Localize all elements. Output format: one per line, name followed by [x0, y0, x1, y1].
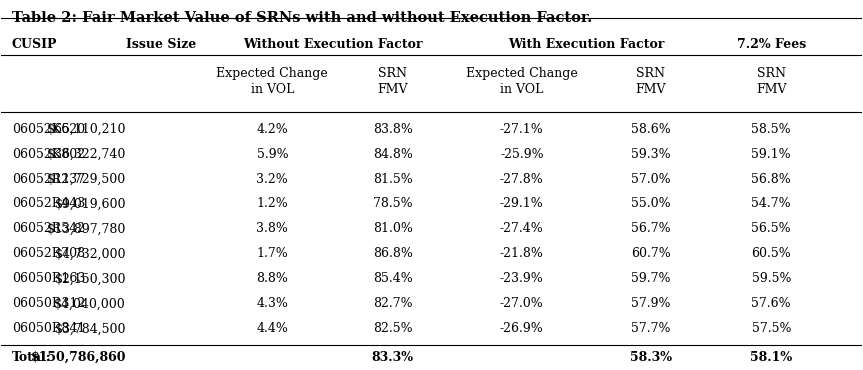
Text: 06052K802: 06052K802 — [12, 148, 85, 161]
Text: 06050R841: 06050R841 — [12, 322, 85, 335]
Text: 84.8%: 84.8% — [373, 148, 413, 161]
Text: 06052R443: 06052R443 — [12, 198, 85, 211]
Text: 54.7%: 54.7% — [752, 198, 791, 211]
Text: -23.9%: -23.9% — [500, 272, 544, 285]
Text: 59.3%: 59.3% — [631, 148, 671, 161]
Text: 58.3%: 58.3% — [630, 351, 672, 364]
Text: 58.1%: 58.1% — [750, 351, 792, 364]
Text: Total:: Total: — [12, 351, 51, 364]
Text: -29.1%: -29.1% — [500, 198, 544, 211]
Text: 3.2%: 3.2% — [256, 172, 288, 185]
Text: 06052R542: 06052R542 — [12, 222, 85, 235]
Text: SRN
FMV: SRN FMV — [636, 67, 666, 97]
Text: Expected Change
in VOL: Expected Change in VOL — [217, 67, 328, 97]
Text: $2,150,300: $2,150,300 — [54, 272, 126, 285]
Text: 83.8%: 83.8% — [373, 122, 413, 135]
Text: 1.7%: 1.7% — [256, 248, 288, 260]
Text: -26.9%: -26.9% — [500, 322, 544, 335]
Text: 59.5%: 59.5% — [752, 272, 791, 285]
Text: 57.6%: 57.6% — [752, 297, 791, 310]
Text: 4.2%: 4.2% — [256, 122, 288, 135]
Text: 4.4%: 4.4% — [256, 322, 288, 335]
Text: $4,732,000: $4,732,000 — [54, 248, 126, 260]
Text: 59.1%: 59.1% — [752, 148, 791, 161]
Text: 55.0%: 55.0% — [631, 198, 671, 211]
Text: 58.6%: 58.6% — [631, 122, 671, 135]
Text: $11,729,500: $11,729,500 — [47, 172, 126, 185]
Text: 56.8%: 56.8% — [752, 172, 791, 185]
Text: 06052K620: 06052K620 — [12, 122, 85, 135]
Text: $13,897,780: $13,897,780 — [47, 222, 126, 235]
Text: Table 2: Fair Market Value of SRNs with and without Execution Factor.: Table 2: Fair Market Value of SRNs with … — [12, 11, 592, 24]
Text: 57.0%: 57.0% — [631, 172, 671, 185]
Text: 8.8%: 8.8% — [256, 272, 288, 285]
Text: 57.7%: 57.7% — [631, 322, 671, 335]
Text: 3.8%: 3.8% — [256, 222, 288, 235]
Text: -27.4%: -27.4% — [500, 222, 544, 235]
Text: 06052R237: 06052R237 — [12, 172, 85, 185]
Text: With Execution Factor: With Execution Factor — [508, 38, 665, 51]
Text: Expected Change
in VOL: Expected Change in VOL — [466, 67, 577, 97]
Text: 86.8%: 86.8% — [373, 248, 413, 260]
Text: 57.5%: 57.5% — [752, 322, 791, 335]
Text: 82.5%: 82.5% — [373, 322, 413, 335]
Text: 4.3%: 4.3% — [256, 297, 288, 310]
Text: 81.0%: 81.0% — [373, 222, 413, 235]
Text: $36,322,740: $36,322,740 — [47, 148, 126, 161]
Text: 06050R163: 06050R163 — [12, 272, 85, 285]
Text: 82.7%: 82.7% — [373, 297, 413, 310]
Text: CUSIP: CUSIP — [12, 38, 57, 51]
Text: 7.2% Fees: 7.2% Fees — [737, 38, 806, 51]
Text: 59.7%: 59.7% — [631, 272, 671, 285]
Text: 06050R312: 06050R312 — [12, 297, 85, 310]
Text: 78.5%: 78.5% — [373, 198, 413, 211]
Text: SRN
FMV: SRN FMV — [756, 67, 786, 97]
Text: 60.5%: 60.5% — [752, 248, 791, 260]
Text: 81.5%: 81.5% — [373, 172, 413, 185]
Text: -25.9%: -25.9% — [500, 148, 544, 161]
Text: 83.3%: 83.3% — [372, 351, 413, 364]
Text: -21.8%: -21.8% — [500, 248, 544, 260]
Text: -27.8%: -27.8% — [500, 172, 544, 185]
Text: -27.0%: -27.0% — [500, 297, 544, 310]
Text: -27.1%: -27.1% — [500, 122, 544, 135]
Text: 58.5%: 58.5% — [752, 122, 791, 135]
Text: $3,784,500: $3,784,500 — [54, 322, 126, 335]
Text: 06052R708: 06052R708 — [12, 248, 85, 260]
Text: 60.7%: 60.7% — [631, 248, 671, 260]
Text: Without Execution Factor: Without Execution Factor — [243, 38, 422, 51]
Text: Issue Size: Issue Size — [126, 38, 197, 51]
Text: 85.4%: 85.4% — [373, 272, 413, 285]
Text: 56.5%: 56.5% — [752, 222, 791, 235]
Text: 57.9%: 57.9% — [631, 297, 671, 310]
Text: $9,019,600: $9,019,600 — [54, 198, 126, 211]
Text: $65,110,210: $65,110,210 — [47, 122, 126, 135]
Text: $150,786,860: $150,786,860 — [30, 351, 126, 364]
Text: SRN
FMV: SRN FMV — [377, 67, 408, 97]
Text: 5.9%: 5.9% — [256, 148, 288, 161]
Text: $4,040,000: $4,040,000 — [54, 297, 126, 310]
Text: 1.2%: 1.2% — [256, 198, 288, 211]
Text: 56.7%: 56.7% — [631, 222, 671, 235]
